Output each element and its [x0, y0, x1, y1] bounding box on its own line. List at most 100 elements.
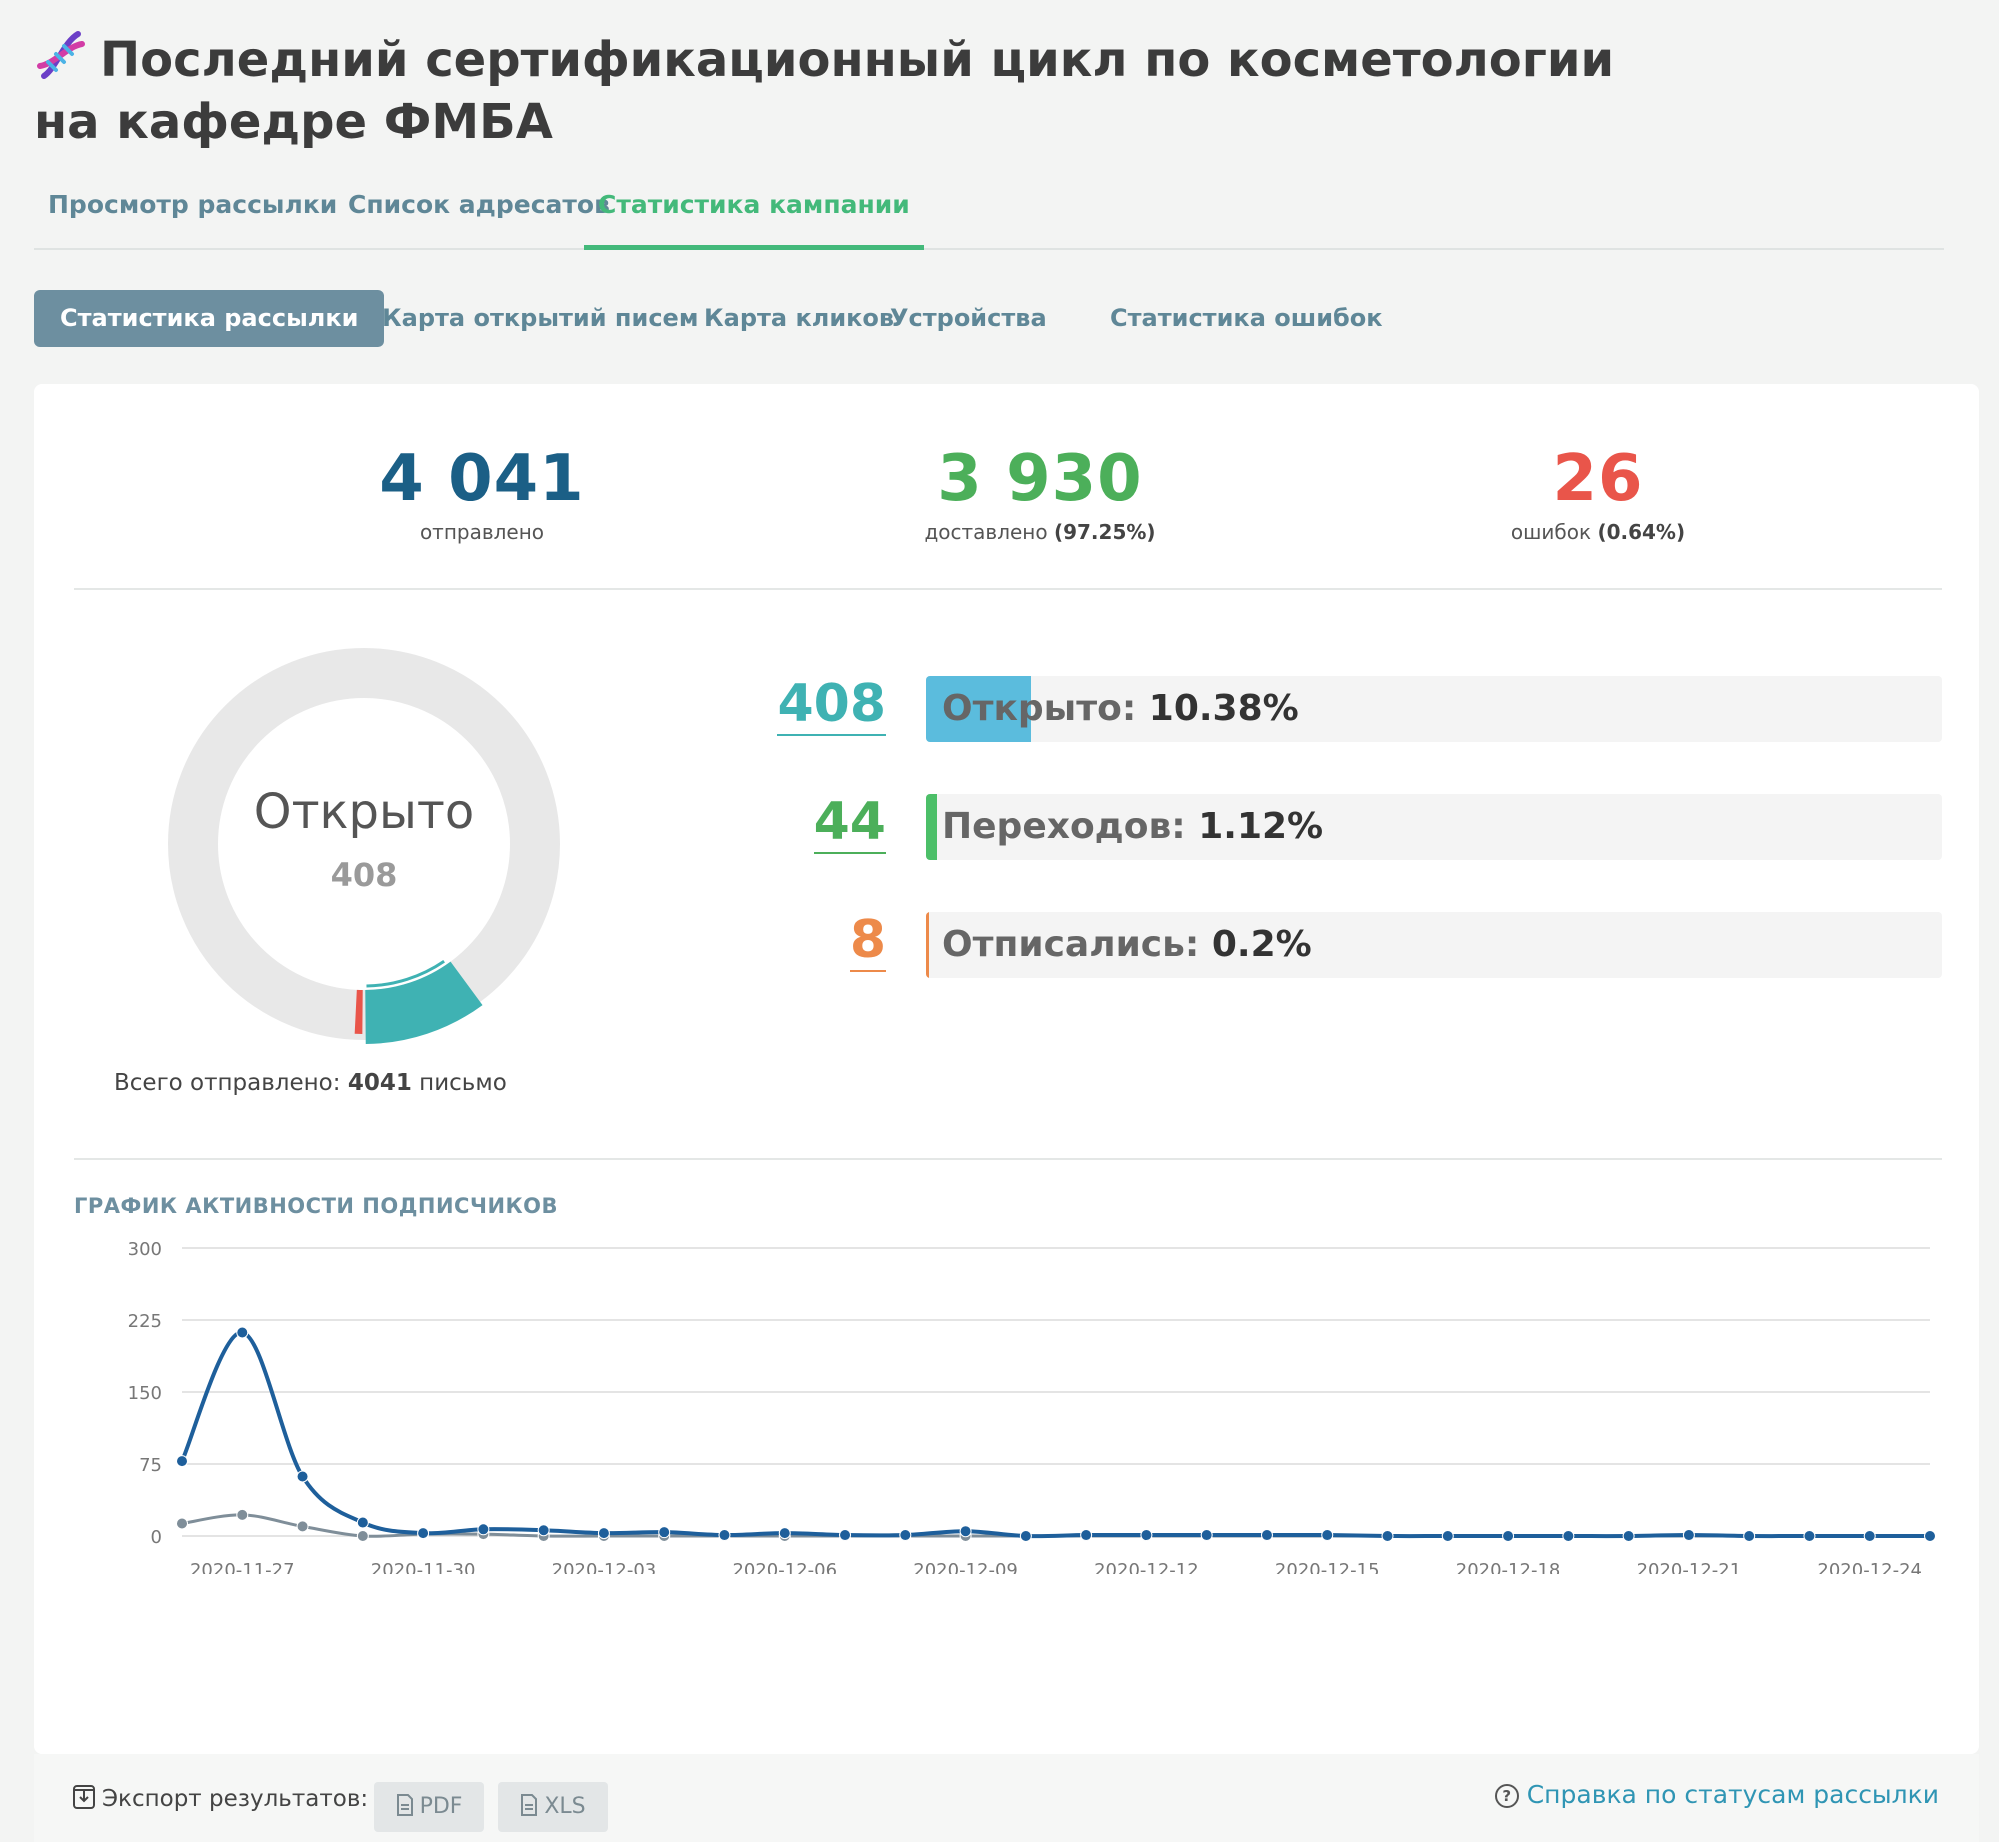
- kpi-sent: 4 041 отправлено: [232, 444, 732, 544]
- question-icon: ?: [1494, 1784, 1519, 1808]
- kpi-delivered: 3 930 доставлено (97.25%): [790, 444, 1290, 544]
- file-icon: [396, 1785, 414, 1835]
- donut-slice-errors: [354, 989, 363, 1034]
- chart-svg: 0 75 150 225 300 2020-11-27 2020-11-30 2020-12-…: [128, 1239, 1936, 1581]
- divider: [74, 588, 1942, 590]
- activity-line-chart: 0 75 150 225 300 2020-11-27 2020-11-30 2020-12-…: [74, 1234, 1954, 1581]
- data-point[interactable]: [1743, 1530, 1756, 1542]
- kpi-errors-value: 26: [1552, 442, 1644, 516]
- data-point[interactable]: [899, 1529, 912, 1542]
- data-point[interactable]: [1502, 1530, 1515, 1542]
- kpi-errors: 26 ошибок (0.64%): [1348, 444, 1848, 544]
- x-tick-label: 2020-12-15: [1275, 1560, 1380, 1574]
- export-xls-button[interactable]: XLS: [498, 1782, 608, 1832]
- data-point[interactable]: [417, 1527, 430, 1540]
- x-tick-label: 2020-12-09: [913, 1560, 1018, 1574]
- x-tick-label: 2020-12-12: [1094, 1560, 1199, 1574]
- data-point[interactable]: [296, 1520, 309, 1533]
- kpi-sent-value: 4 041: [379, 442, 585, 516]
- data-point[interactable]: [658, 1526, 671, 1539]
- tab-mailing-preview[interactable]: Просмотр рассылки: [48, 190, 338, 219]
- y-tick-label: 0: [151, 1527, 162, 1548]
- data-point[interactable]: [1622, 1530, 1635, 1542]
- export-pdf-button[interactable]: PDF: [374, 1782, 484, 1832]
- metric-unsubscribed-number[interactable]: 8: [849, 910, 886, 972]
- data-point[interactable]: [1260, 1529, 1273, 1542]
- data-point[interactable]: [1863, 1530, 1876, 1542]
- data-point[interactable]: [537, 1524, 550, 1537]
- metric-unsubscribed-text: Отписались: 0.2%: [942, 924, 1312, 965]
- x-tick-label: 2020-12-06: [732, 1560, 837, 1574]
- data-point[interactable]: [1019, 1530, 1032, 1542]
- export-icon: [72, 1784, 96, 1816]
- data-point[interactable]: [1080, 1529, 1093, 1542]
- donut-track: [168, 648, 560, 1040]
- metric-opened-text: Открыто: 10.38%: [942, 688, 1299, 729]
- data-point[interactable]: [778, 1527, 791, 1540]
- data-point[interactable]: [1200, 1529, 1213, 1542]
- donut-svg: [168, 648, 560, 1044]
- x-tick-label: 2020-12-24: [1817, 1560, 1922, 1574]
- metric-unsubscribed-fill: [926, 912, 929, 978]
- metric-clicks-number[interactable]: 44: [813, 792, 886, 854]
- data-point[interactable]: [839, 1529, 852, 1542]
- subtab-mailing-stats[interactable]: Статистика рассылки: [34, 290, 385, 347]
- kpi-errors-label: ошибок (0.64%): [1510, 520, 1686, 544]
- footer: Экспорт результатов: PDF XLS ? Справка по…: [34, 1754, 1979, 1842]
- page-title: Последний сертификационный цикл по косме…: [34, 28, 1634, 150]
- metric-unsubscribed-bar: Отписались: 0.2%: [926, 912, 1942, 978]
- kpi-delivered-label: доставлено (97.25%): [924, 520, 1156, 544]
- metric-clicks-text: Переходов: 1.12%: [942, 806, 1324, 847]
- donut-value: 408: [330, 856, 398, 894]
- data-point[interactable]: [356, 1530, 369, 1542]
- metric-opened-bar: Открыто: 10.38%: [926, 676, 1942, 742]
- stats-card: 4 041 отправлено 3 930 доставлено (97.25…: [34, 384, 1979, 1754]
- tab-recipients-list[interactable]: Список адресатов: [348, 190, 610, 219]
- subtab-opens-map[interactable]: Карта открытий писем: [382, 304, 699, 332]
- metric-opened-number[interactable]: 408: [777, 674, 886, 736]
- data-point[interactable]: [1381, 1530, 1394, 1542]
- series-line: [180, 1330, 1930, 1539]
- x-tick-label: 2020-12-03: [552, 1560, 657, 1574]
- kpi-delivered-value: 3 930: [937, 442, 1143, 516]
- metric-clicks-bar: Переходов: 1.12%: [926, 794, 1942, 860]
- data-point[interactable]: [1682, 1529, 1695, 1542]
- data-point[interactable]: [1803, 1530, 1816, 1542]
- data-point[interactable]: [356, 1516, 369, 1529]
- x-tick-label: 2020-12-21: [1637, 1560, 1742, 1574]
- data-point[interactable]: [236, 1326, 249, 1339]
- file-icon: [520, 1785, 538, 1835]
- data-point[interactable]: [1924, 1530, 1936, 1542]
- data-point[interactable]: [176, 1455, 188, 1468]
- data-point[interactable]: [597, 1527, 610, 1540]
- y-tick-label: 75: [139, 1455, 162, 1476]
- data-point[interactable]: [176, 1517, 188, 1530]
- donut-total-sent: Всего отправлено: 4041 письмо: [114, 1070, 507, 1096]
- dna-icon: [34, 28, 88, 94]
- data-point[interactable]: [236, 1508, 249, 1521]
- y-tick-label: 300: [128, 1239, 162, 1260]
- export-label: Экспорт результатов:: [72, 1784, 368, 1816]
- data-point[interactable]: [718, 1529, 731, 1542]
- metric-clicks-fill: [926, 794, 938, 860]
- data-point[interactable]: [959, 1525, 972, 1538]
- x-tick-label: 2020-12-18: [1456, 1560, 1561, 1574]
- kpi-sent-label: отправлено: [419, 520, 545, 544]
- x-tick-label: 2020-11-30: [371, 1560, 476, 1574]
- donut-slice-opened: [365, 961, 483, 1044]
- help-statuses-link[interactable]: ? Справка по статусам рассылки: [1494, 1780, 1939, 1809]
- metric-opened-fill: [926, 676, 1032, 742]
- y-tick-label: 150: [128, 1383, 162, 1404]
- donut-slice-opened-halo: [366, 960, 445, 988]
- data-point[interactable]: [1140, 1529, 1153, 1542]
- data-point[interactable]: [1562, 1530, 1575, 1542]
- subtab-errors-stats[interactable]: Статистика ошибок: [1110, 304, 1383, 332]
- data-point[interactable]: [296, 1470, 309, 1483]
- data-point[interactable]: [1321, 1529, 1334, 1542]
- data-point[interactable]: [477, 1523, 490, 1536]
- subtab-clicks-map[interactable]: Карта кликов: [704, 304, 895, 332]
- data-point[interactable]: [1441, 1530, 1454, 1542]
- subtab-devices[interactable]: Устройства: [890, 304, 1047, 332]
- y-tick-label: 225: [128, 1311, 162, 1332]
- tab-campaign-stats[interactable]: Статистика кампании: [584, 182, 924, 250]
